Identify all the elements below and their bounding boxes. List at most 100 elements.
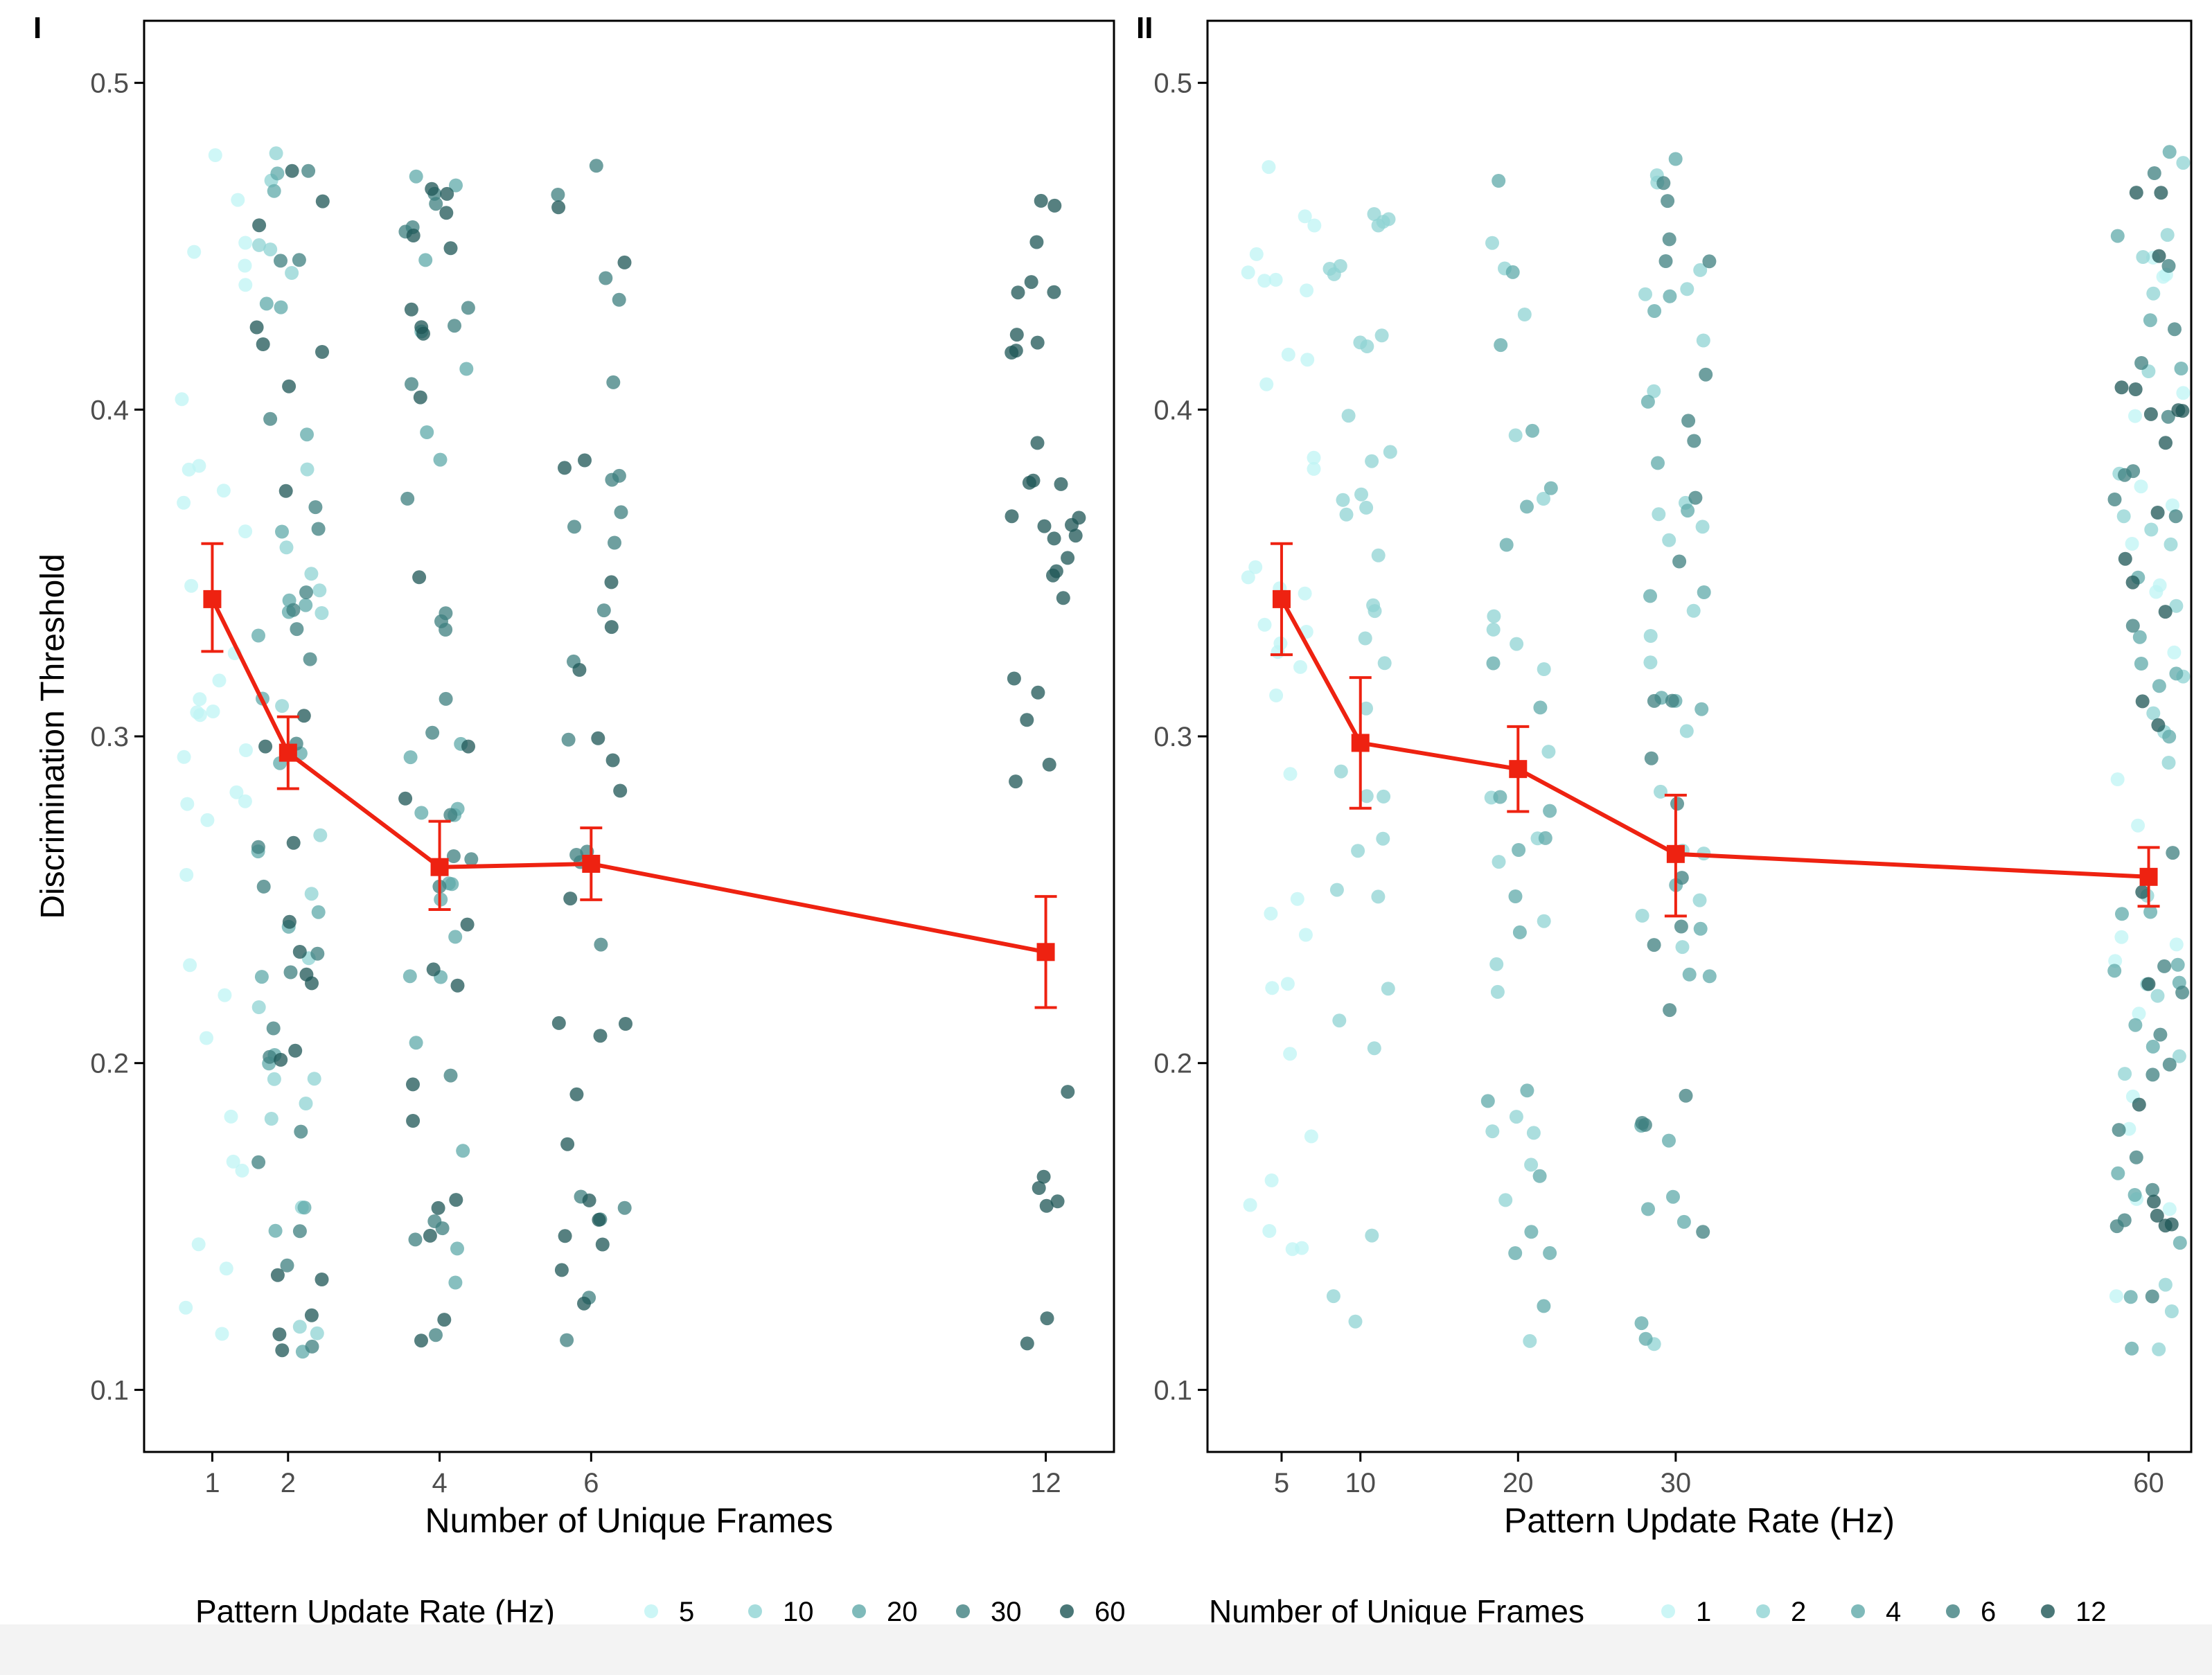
panel-1-data-point bbox=[180, 797, 195, 811]
panel-2-data-point bbox=[1368, 604, 1382, 619]
panel-2-data-point bbox=[1674, 919, 1688, 934]
panel-1-data-point bbox=[412, 570, 427, 585]
panel-2-data-point bbox=[2161, 756, 2176, 770]
panel-2-data-point bbox=[1541, 745, 1556, 759]
panel-1-data-point bbox=[1056, 591, 1070, 605]
panel-1-data-point bbox=[1061, 551, 1075, 565]
panel-2-data-point bbox=[2149, 585, 2164, 599]
panel-1-data-point bbox=[406, 1114, 421, 1128]
legend-2-key-label: 6 bbox=[1981, 1597, 1996, 1627]
panel-1-data-point bbox=[263, 411, 278, 426]
panel-2-data-point bbox=[1336, 493, 1350, 507]
panel-1-data-point bbox=[604, 575, 619, 590]
panel-2-data-point bbox=[2173, 1236, 2187, 1250]
panel-1-data-point bbox=[437, 1313, 452, 1327]
panel-2-data-point bbox=[1264, 1173, 1279, 1187]
panel-1-data-point bbox=[1047, 285, 1061, 299]
panel-1-data-point bbox=[218, 988, 232, 1002]
panel-1-data-point bbox=[551, 188, 565, 202]
panel-2-data-point bbox=[2134, 479, 2148, 494]
panel-1-data-point bbox=[461, 301, 475, 315]
legend-1-key-label: 10 bbox=[783, 1597, 814, 1627]
panel-2-data-point bbox=[1702, 254, 1717, 269]
panel-1-data-point bbox=[279, 540, 294, 555]
panel-1-data-point bbox=[617, 255, 632, 269]
panel-1-data-point bbox=[272, 1327, 287, 1342]
panel-2-data-point bbox=[1524, 1158, 1539, 1172]
panel-2-data-point bbox=[1695, 520, 1710, 534]
panel-2-data-point bbox=[1656, 176, 1671, 190]
panel-1-data-point bbox=[1047, 531, 1061, 546]
panel-1-data-point bbox=[267, 184, 281, 198]
legend-2-key-swatch bbox=[1946, 1604, 1960, 1618]
panel-1-data-point bbox=[251, 840, 265, 854]
panel-2-data-point bbox=[2170, 957, 2185, 972]
panel-2-data-point bbox=[2143, 407, 2158, 421]
panel-2-data-point bbox=[2157, 959, 2172, 973]
panel-2-data-point bbox=[1640, 394, 1655, 409]
panel-1-mean-line bbox=[210, 598, 1047, 955]
legend-1-key-label: 20 bbox=[887, 1597, 918, 1627]
panel-1-y-tick-label: 0.1 bbox=[90, 1375, 129, 1406]
panel-1-data-point bbox=[184, 578, 199, 593]
panel-2-data-point bbox=[2176, 156, 2191, 170]
panel-1-mean-marker bbox=[278, 743, 297, 762]
panel-2-data-point bbox=[2134, 356, 2149, 370]
panel-2-data-point bbox=[1674, 871, 1689, 885]
panel-1-data-point bbox=[443, 241, 458, 256]
panel-2-data-point bbox=[1262, 1224, 1277, 1238]
panel-1-y-tick-label: 0.4 bbox=[90, 395, 129, 425]
panel-1-data-point bbox=[270, 166, 285, 181]
panel-2-data-point bbox=[1543, 804, 1557, 818]
panel-1-x-tick-label: 4 bbox=[432, 1468, 447, 1498]
panel-1-data-point bbox=[1061, 1085, 1075, 1099]
panel-2-data-point bbox=[2175, 404, 2190, 418]
panel-2-data-point bbox=[1638, 1331, 1653, 1346]
panel-1-data-point bbox=[617, 1200, 632, 1215]
panel-1-data-point bbox=[1046, 568, 1060, 583]
panel-1-data-point bbox=[285, 266, 299, 280]
panel-2-data-point bbox=[2125, 1341, 2139, 1356]
panel-2-data-point bbox=[1686, 603, 1701, 618]
panel-1-data-point bbox=[563, 892, 578, 906]
panel-1-data-point bbox=[443, 1068, 458, 1083]
panel-2-data-point bbox=[1298, 928, 1313, 942]
panel-2-data-point bbox=[1381, 982, 1395, 996]
panel-2-x-tick-label: 5 bbox=[1274, 1468, 1289, 1498]
panel-1-data-point bbox=[286, 603, 301, 617]
panel-1-data-point bbox=[1039, 1198, 1054, 1213]
panel-2-data-point bbox=[2174, 362, 2188, 375]
panel-2-data-point bbox=[2123, 1290, 2138, 1304]
panel-1-data-point bbox=[1026, 473, 1041, 488]
panel-1-data-point bbox=[402, 969, 417, 984]
panel-1-x-axis-title: Number of Unique Frames bbox=[425, 1501, 833, 1540]
panel-1-data-point bbox=[280, 1258, 294, 1273]
panel-1-data-point bbox=[594, 937, 608, 952]
panel-2-y-tick-label: 0.1 bbox=[1153, 1375, 1192, 1406]
panel-2-data-point bbox=[1693, 921, 1708, 936]
panel-2-data-point bbox=[2153, 1027, 2168, 1042]
panel-1-data-point bbox=[304, 567, 319, 581]
panel-1-data-point bbox=[577, 1296, 591, 1311]
panel-2-mean-marker bbox=[1272, 590, 1291, 608]
panel-2-data-point bbox=[1371, 889, 1386, 904]
legend-1-key-swatch bbox=[644, 1604, 658, 1618]
panel-1-data-point bbox=[434, 614, 448, 628]
panel-1-data-point bbox=[408, 1232, 423, 1247]
panel-1-data-point bbox=[439, 206, 454, 220]
panel-1-mean-marker bbox=[430, 858, 449, 876]
panel-1-data-point bbox=[400, 491, 415, 506]
panel-1-data-point bbox=[208, 148, 222, 162]
panel-1-data-point bbox=[267, 1072, 281, 1086]
panel-1-data-point bbox=[448, 319, 461, 333]
panel-2-data-point bbox=[2114, 930, 2129, 944]
panel-2-data-point bbox=[1257, 617, 1272, 632]
panel-1-data-point bbox=[249, 320, 264, 335]
panel-1-data-point bbox=[179, 1300, 193, 1315]
legend-2-keys: 1 2 4 6 12 bbox=[1661, 1597, 2107, 1627]
panel-1-data-point bbox=[614, 505, 628, 520]
panel-2-data-point bbox=[1371, 548, 1386, 562]
panel-2-data-point bbox=[2147, 1194, 2161, 1209]
legend-1-title: Pattern Update Rate (Hz) bbox=[195, 1593, 555, 1629]
